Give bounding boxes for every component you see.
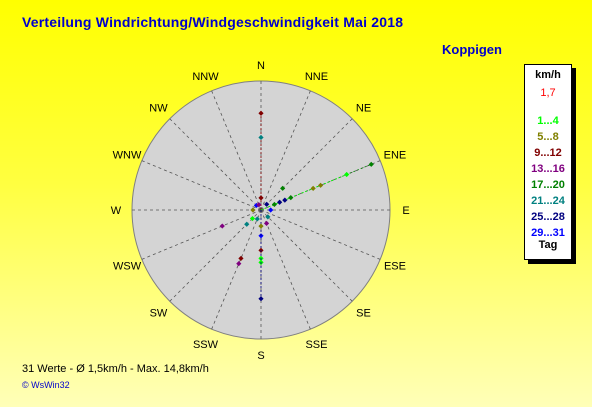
legend-item: 17...20 (531, 179, 565, 191)
data-point (258, 195, 264, 201)
direction-label: SW (150, 308, 168, 320)
legend-unit: km/h (535, 69, 561, 81)
legend-calm: 1,7 (540, 87, 556, 99)
data-point (244, 221, 250, 227)
data-point (258, 296, 264, 302)
data-point (288, 195, 294, 201)
data-point-trail (260, 174, 347, 211)
direction-label: ENE (384, 150, 407, 162)
data-point (271, 201, 278, 208)
data-point (258, 134, 264, 141)
data-point (280, 185, 286, 191)
data-point (238, 255, 244, 262)
data-point (249, 215, 256, 222)
data-point (258, 110, 264, 116)
data-point (265, 214, 271, 220)
legend-item: 25...28 (531, 211, 565, 223)
legend-item: 9...12 (534, 147, 562, 159)
direction-label: WSW (113, 260, 142, 272)
legend-day-label: Tag (538, 239, 558, 251)
direction-label: NE (356, 102, 371, 114)
direction-label: SSE (305, 339, 327, 351)
chart-title: Verteilung Windrichtung/Windgeschwindigk… (22, 14, 404, 30)
legend-item: 21...24 (531, 195, 565, 207)
data-point (253, 202, 260, 209)
data-point (282, 197, 288, 203)
data-point (256, 202, 262, 208)
direction-label: NNW (192, 71, 219, 83)
data-point (258, 223, 264, 229)
data-point (254, 216, 260, 222)
direction-label: W (111, 205, 122, 217)
data-point (310, 185, 316, 192)
data-point (264, 201, 270, 207)
station-name: Koppigen (442, 42, 502, 57)
legend-item: 13...16 (531, 163, 565, 175)
data-point (344, 171, 350, 178)
direction-label: ESE (384, 260, 406, 272)
data-point (263, 220, 270, 227)
data-points (219, 110, 374, 302)
direction-labels: N NNE NE ENE E ESE SE SSE S SSW SW WSW W WNW NW NNW (111, 60, 410, 362)
legend-item: 5...8 (537, 131, 559, 143)
data-point (277, 199, 283, 205)
direction-label: NNE (305, 71, 328, 83)
direction-label: E (402, 205, 409, 217)
legend: km/h 1,7 1...4 5...8 9...12 13...16 17...20 2… (524, 64, 572, 260)
data-point (250, 207, 256, 213)
copyright-note: © WsWin32 (22, 380, 70, 390)
direction-label: WNW (113, 150, 142, 162)
direction-label: NW (149, 102, 168, 114)
statistics-summary: 31 Werte - Ø 1,5km/h - Max. 14,8km/h (22, 363, 209, 375)
legend-item: 29...31 (531, 227, 565, 239)
data-point (268, 207, 274, 213)
data-point (219, 223, 225, 229)
data-point (236, 261, 242, 267)
direction-label: SSW (193, 339, 219, 351)
legend-item: 1...4 (537, 115, 559, 127)
direction-label: N (257, 60, 265, 72)
direction-label: S (257, 350, 264, 362)
data-point (317, 182, 324, 188)
direction-label: SE (356, 308, 371, 320)
data-point (368, 161, 374, 167)
